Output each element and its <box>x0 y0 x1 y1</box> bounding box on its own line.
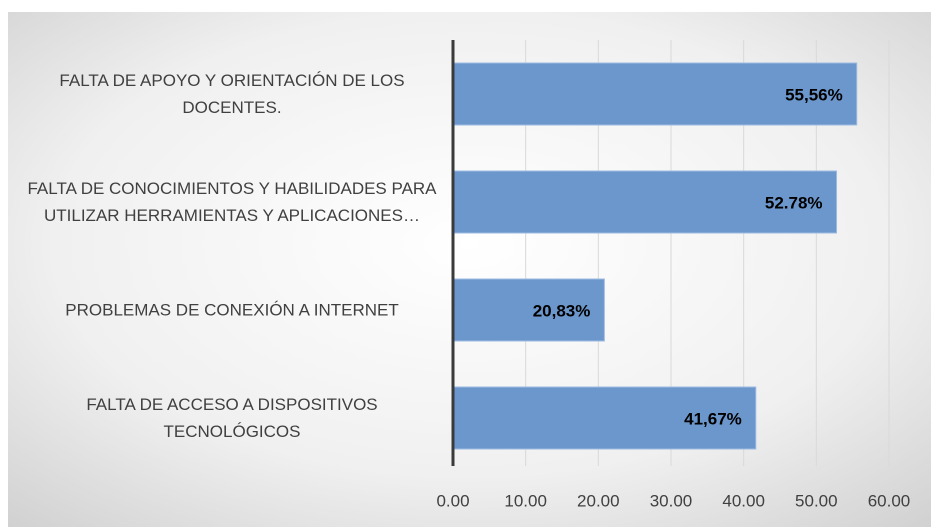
category-label: FALTA DE APOYO Y ORIENTACIÓN DE LOS DOCE… <box>59 71 405 117</box>
x-tick-label: 20.00 <box>577 491 620 510</box>
x-tick-label: 30.00 <box>650 491 693 510</box>
x-tick-label: 50.00 <box>795 491 838 510</box>
bar <box>452 386 757 450</box>
category-label: PROBLEMAS DE CONEXIÓN A INTERNET <box>65 300 399 320</box>
data-label: 20,83% <box>533 301 591 320</box>
category-label: FALTA DE ACCESO A DISPOSITIVOS TECNOLÓGI… <box>86 395 378 441</box>
x-tick-label: 10.00 <box>504 491 547 510</box>
data-label: 41,67% <box>684 409 742 428</box>
x-tick-label: 40.00 <box>722 491 765 510</box>
data-label: 55,56% <box>785 85 843 104</box>
bar <box>452 278 605 342</box>
x-tick-label: 60.00 <box>868 491 911 510</box>
category-label: FALTA DE CONOCIMIENTOS Y HABILIDADES PAR… <box>27 179 437 225</box>
x-tick-label: 0.00 <box>436 491 469 510</box>
bar <box>452 170 838 234</box>
bar <box>452 62 858 126</box>
data-label: 52.78% <box>765 193 823 212</box>
